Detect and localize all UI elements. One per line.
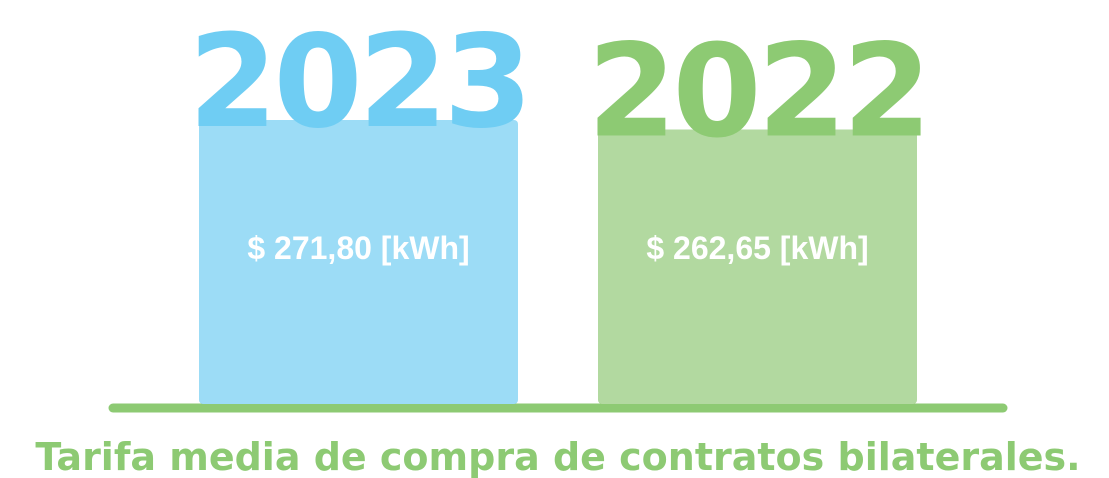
year-label: 2022 bbox=[587, 18, 927, 167]
value-label: $ 271,80 [kWh] bbox=[247, 230, 469, 266]
bar bbox=[598, 129, 917, 404]
year-label: 2023 bbox=[188, 8, 528, 157]
bar bbox=[199, 120, 518, 404]
chart-title: Tarifa media de compra de contratos bila… bbox=[35, 435, 1080, 478]
value-label: $ 262,65 [kWh] bbox=[646, 230, 868, 266]
